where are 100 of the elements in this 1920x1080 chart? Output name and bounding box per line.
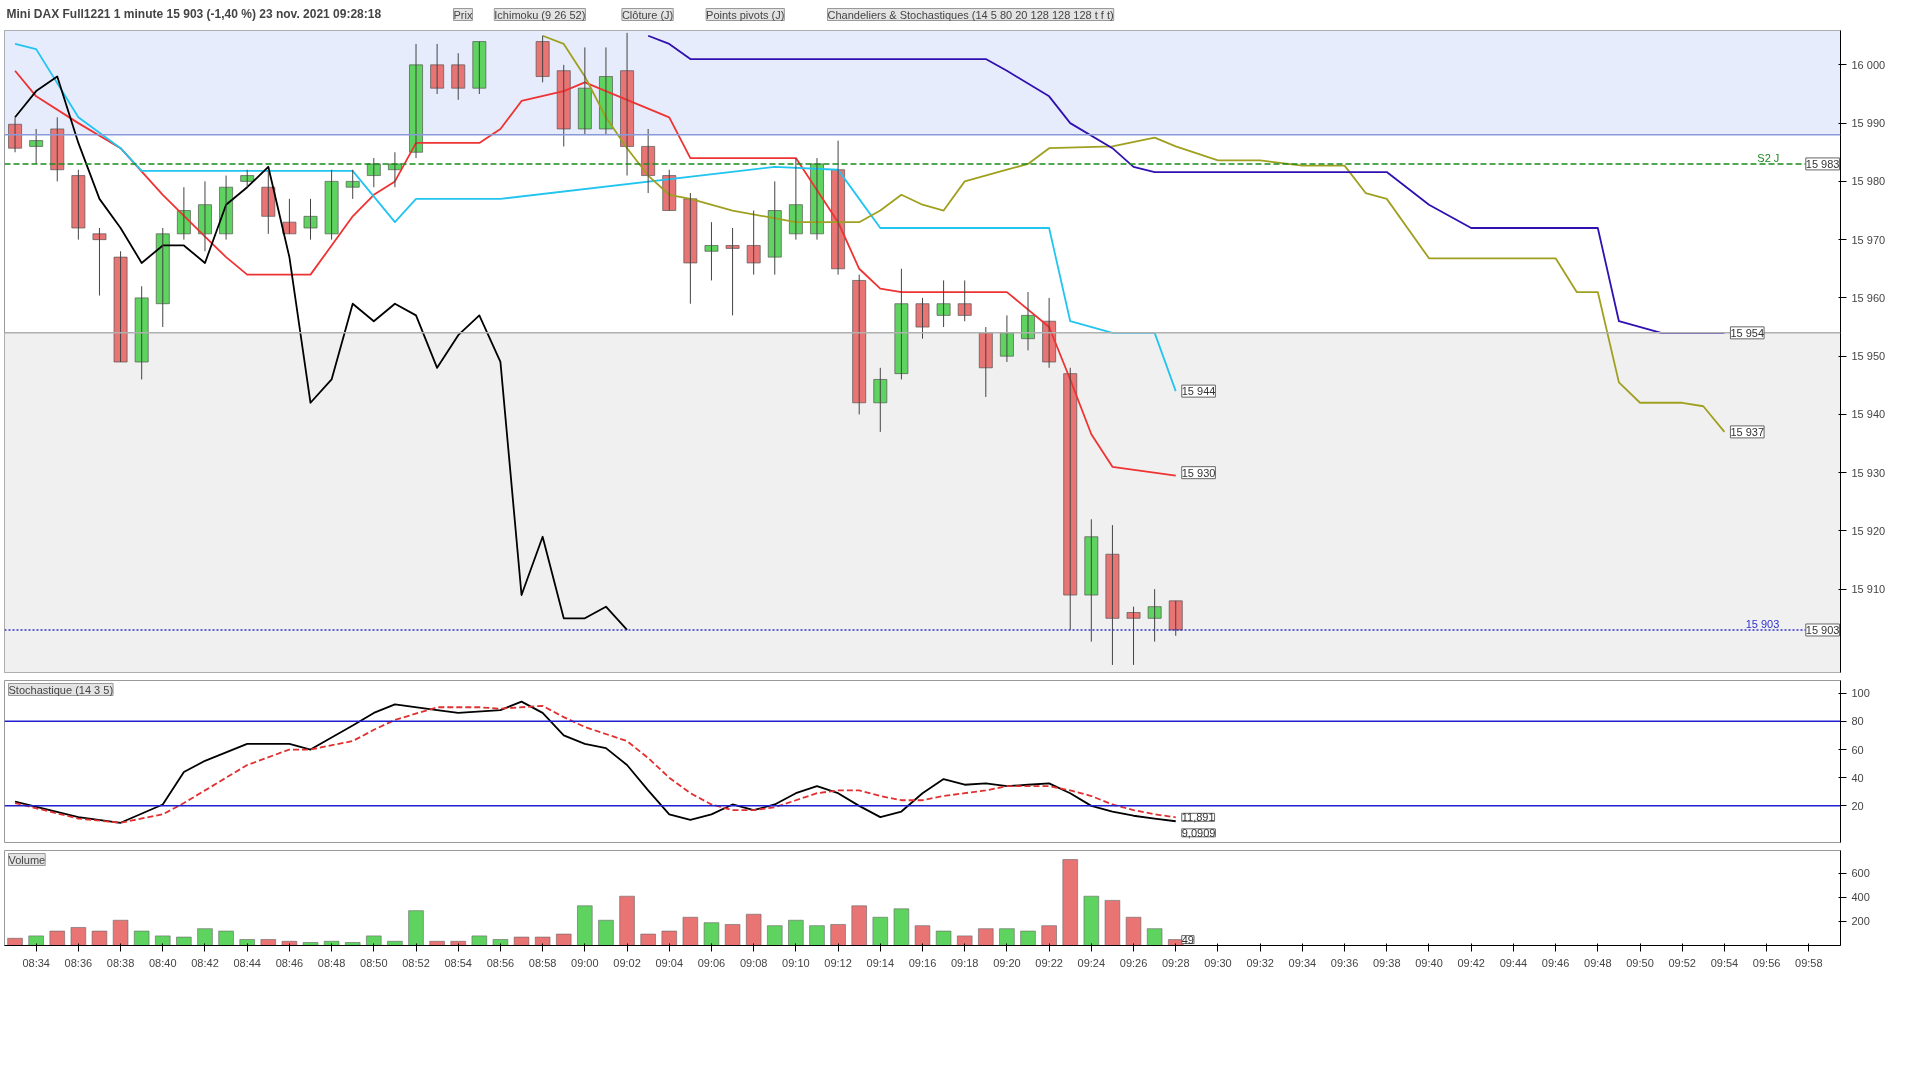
bar — [471, 935, 488, 946]
y-tick-label: 15 980 — [1851, 175, 1886, 188]
annotation: 15 944 — [1181, 385, 1216, 398]
x-tick-label: 09:54 — [1710, 956, 1739, 969]
candlestick — [767, 180, 782, 276]
x-tick-label: 09:10 — [782, 956, 810, 969]
candlestick — [1063, 367, 1078, 631]
candlestick — [746, 210, 761, 276]
x-tick-label: 08:50 — [360, 956, 388, 969]
candlestick — [915, 297, 930, 340]
bar — [661, 930, 677, 946]
y-tick-label: 15 910 — [1851, 583, 1886, 596]
y-tick-label: 80 — [1851, 715, 1864, 728]
bar — [176, 936, 192, 946]
candlestick — [430, 43, 445, 95]
candlestick — [324, 169, 339, 241]
candlestick — [978, 326, 993, 398]
text: Clôture (J) — [621, 8, 674, 21]
ref-line-label: 15 903 — [1745, 617, 1780, 630]
candlestick — [577, 46, 592, 136]
x-tick-label: 09:20 — [993, 956, 1021, 969]
text: Prix — [453, 8, 473, 21]
x-tick-label: 09:52 — [1668, 956, 1696, 969]
candlestick — [451, 52, 466, 101]
x-tick-label: 08:58 — [528, 956, 557, 969]
line-series — [14, 43, 1177, 393]
y-tick-label: 15 920 — [1851, 524, 1886, 537]
x-tick-label: 09:12 — [824, 956, 852, 969]
candlestick — [345, 169, 360, 200]
x-tick-label: 09:46 — [1541, 956, 1570, 969]
bar — [978, 928, 994, 946]
x-tick-label: 09:06 — [697, 956, 726, 969]
bar — [7, 937, 23, 946]
x-tick-label: 09:16 — [908, 956, 937, 969]
bar — [239, 939, 255, 946]
y-tick-label: 400 — [1851, 891, 1870, 904]
bar — [682, 916, 699, 946]
candlestick — [261, 169, 276, 235]
x-tick-label: 09:18 — [950, 956, 979, 969]
bar — [745, 913, 762, 946]
y-tick-label: 100 — [1851, 687, 1870, 700]
candlestick — [725, 227, 740, 316]
x-tick-label: 09:22 — [1035, 956, 1063, 969]
annotation: 9,0909 — [1181, 826, 1216, 839]
ref-line-label: S2 J — [1757, 151, 1780, 164]
bar — [197, 928, 213, 946]
y-tick-label: 16 000 — [1851, 58, 1886, 71]
bar — [429, 940, 445, 946]
x-tick-label: 09:48 — [1584, 956, 1612, 969]
line-series — [14, 75, 628, 631]
x-tick-label: 09:14 — [866, 956, 895, 969]
line-series — [14, 69, 1177, 477]
chart-title: Mini DAX Full1221 1 minute 15 903 (-1,40 %) 23 nov. 2021 09:28:18 — [6, 6, 382, 21]
candlestick — [472, 41, 487, 95]
bar — [640, 933, 656, 946]
x-tick-label: 09:40 — [1415, 956, 1443, 969]
text: Ichimoku (9 26 52) — [494, 8, 586, 21]
annotation: 11,891 — [1181, 811, 1215, 824]
bar — [935, 930, 952, 946]
bar — [556, 933, 572, 946]
candlestick — [894, 268, 909, 380]
bar — [260, 939, 276, 946]
bar — [914, 925, 931, 946]
x-tick-label: 09:24 — [1077, 956, 1106, 969]
bar — [1083, 895, 1100, 946]
candlestick — [535, 35, 550, 83]
bar — [387, 940, 403, 946]
candlestick — [704, 221, 719, 281]
bar — [112, 919, 129, 946]
candlestick — [29, 128, 44, 165]
candlestick — [873, 367, 888, 433]
bar — [133, 930, 150, 946]
annotation: 15 930 — [1181, 466, 1216, 479]
x-tick-label: 09:56 — [1752, 956, 1781, 969]
y-tick-label: 15 970 — [1851, 233, 1886, 246]
candlestick — [1147, 588, 1162, 643]
candlestick — [936, 279, 951, 328]
bar — [91, 930, 108, 946]
bar — [957, 935, 973, 946]
x-tick-label: 08:36 — [64, 956, 93, 969]
bar — [872, 916, 888, 946]
candlestick — [155, 227, 170, 328]
y-tick-label: 40 — [1851, 771, 1864, 784]
bar — [302, 942, 319, 946]
bar — [724, 924, 741, 946]
bar — [1104, 900, 1121, 946]
annotation: 49 — [1181, 933, 1194, 946]
bar — [1125, 916, 1142, 946]
annotation: 15 954 — [1730, 326, 1765, 339]
candlestick — [303, 198, 318, 241]
candlestick — [957, 279, 972, 322]
bar — [619, 895, 635, 946]
bar — [788, 919, 804, 946]
bar — [450, 940, 466, 946]
y-tick-label: 15 960 — [1851, 291, 1886, 304]
bar — [809, 925, 825, 946]
x-tick-label: 09:50 — [1626, 956, 1654, 969]
candlestick — [852, 274, 867, 415]
x-tick-label: 09:44 — [1499, 956, 1528, 969]
chart-title: Stochastique (14 3 5) — [8, 683, 114, 696]
